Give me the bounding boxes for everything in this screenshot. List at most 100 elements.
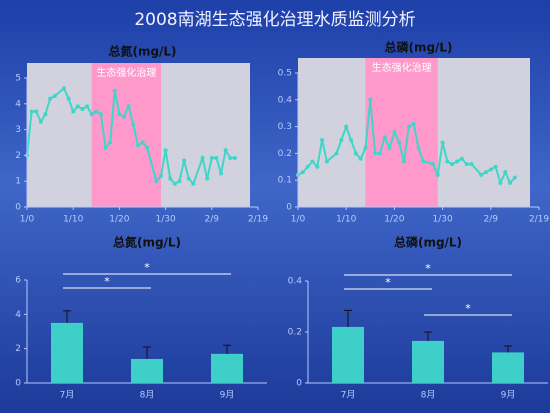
error-bar [504,345,512,353]
x-tick-label: 9月 [501,390,516,401]
point [145,145,150,150]
x-tick-label: 1/30 [432,215,452,225]
point [200,155,205,160]
point [34,109,39,114]
slide-title: 2008南湖生态强化治理水质监测分析 [134,10,415,30]
point [205,176,210,181]
point [98,112,103,117]
x-tick-label: 1/0 [291,215,306,225]
point [300,170,305,175]
error-bar [63,310,71,323]
point [435,172,440,177]
point [223,148,228,153]
point [503,170,508,175]
point [411,121,416,126]
point [154,179,159,184]
point [182,158,187,163]
point [305,164,310,169]
point [479,172,484,177]
x-tick-label: 7月 [60,390,75,401]
error-bar [223,344,231,354]
point [416,146,421,151]
x-tick-label: 1/20 [384,215,404,225]
point [483,170,488,175]
point [498,180,503,185]
shade-region [91,63,161,207]
x-tick-label: 1/30 [155,215,175,225]
point [126,104,131,109]
chart-title: 总磷(mg/L) [384,40,452,55]
point [324,159,329,164]
point [392,129,397,134]
point [103,145,108,150]
chart-title: 总磷(mg/L) [394,235,462,250]
point [310,159,315,164]
chart-title: 总氮(mg/L) [108,44,176,59]
chart-title: 总氮(mg/L) [113,235,181,250]
point [168,176,173,181]
bar [211,353,243,383]
point [191,181,196,186]
y-tick-label: 4 [15,310,21,320]
bar [412,340,444,383]
point [493,164,498,169]
point [66,96,71,101]
point [450,162,455,167]
point [131,122,136,127]
point [349,138,354,142]
point [52,94,57,99]
x-tick-label: 1/10 [63,215,83,225]
y-tick-label: 6 [15,276,21,286]
y-tick-label: 0 [296,379,302,389]
y-tick-label: 0.2 [288,328,302,338]
y-tick-label: 0.5 [278,69,292,79]
point [219,171,224,176]
point [80,106,85,111]
point [48,96,53,101]
significance-label: * [425,262,431,275]
bar [492,352,524,383]
y-tick-label: 0 [15,379,21,389]
point [377,151,382,156]
point [112,88,117,93]
x-tick-label: 9月 [220,390,235,401]
point [71,109,76,114]
point [402,159,407,164]
x-tick-label: 7月 [341,390,356,401]
point [232,155,237,160]
point [373,151,378,156]
y-tick-label: 0.4 [278,95,293,105]
point [445,159,450,164]
x-tick-label: 2/19 [529,215,549,225]
point [459,156,464,161]
point [339,138,344,142]
point [315,164,320,169]
x-tick-label: 1/20 [109,215,129,225]
shade-region [365,58,438,207]
point [89,112,94,117]
point [440,140,445,145]
x-tick-label: 8月 [421,390,436,401]
y-tick-label: 0 [286,203,292,213]
point [140,140,145,145]
point [38,119,43,124]
point [334,151,339,156]
point [108,140,113,145]
bar [332,326,364,383]
point [163,148,168,153]
point [172,181,177,186]
point [135,143,140,148]
x-tick-label: 2/9 [205,215,220,225]
point [363,146,368,151]
point [320,138,325,142]
point [455,159,460,164]
error-bar [344,309,352,327]
point [186,176,191,181]
shade-label: 生态强化治理 [372,61,432,74]
bar [51,322,83,383]
point [177,179,182,184]
point [228,155,233,160]
significance-label: * [144,261,150,274]
point [382,135,387,140]
